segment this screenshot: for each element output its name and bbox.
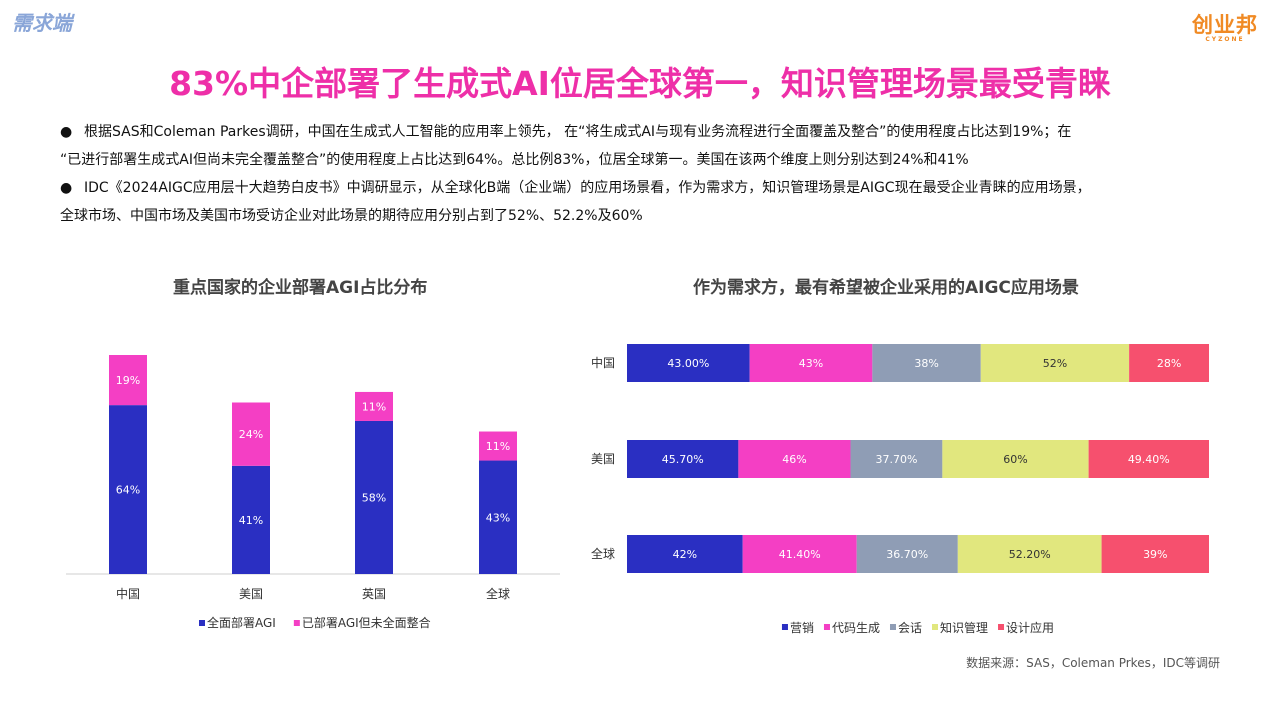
- bar-segment: [872, 344, 981, 382]
- brand-logo: 创业邦 CYZONE: [1192, 14, 1258, 43]
- legend-label: 全面部署AGI: [207, 615, 276, 630]
- data-source: 数据来源：SAS，Coleman Prkes，IDC等调研: [966, 656, 1220, 670]
- logo-subtext: CYZONE: [1205, 36, 1245, 43]
- bar-segment: [479, 431, 517, 461]
- bullet-1-line-2: “已进行部署生成式AI但尚未完全覆盖整合”的使用程度上占比达到64%。总比例83…: [60, 146, 1236, 174]
- legend-swatch: [932, 624, 939, 630]
- data-label: 43%: [486, 511, 510, 524]
- legend-swatch: [889, 624, 896, 630]
- legend-label: 会话: [898, 621, 922, 635]
- data-label: 41.40%: [779, 548, 821, 561]
- data-label: 28%: [1157, 357, 1181, 370]
- legend-swatch: [781, 624, 788, 630]
- logo-text: 创业邦: [1192, 13, 1258, 37]
- legend-swatch: [199, 620, 205, 626]
- chart-title-scenarios: 作为需求方，最有希望被企业采用的AIGC应用场景: [693, 278, 1079, 298]
- legend-label: 营销: [790, 621, 814, 635]
- data-label: 49.40%: [1128, 453, 1170, 466]
- bar-segment: [627, 344, 750, 382]
- data-label: 41%: [239, 514, 263, 527]
- bar-segment: [742, 535, 857, 573]
- legend-label: 设计应用: [1006, 620, 1054, 635]
- category-label: 中国: [591, 355, 615, 370]
- data-label: 64%: [116, 484, 140, 497]
- data-label: 39%: [1143, 548, 1167, 561]
- category-label: 美国: [239, 587, 263, 601]
- data-label: 43%: [799, 357, 823, 370]
- legend-swatch: [293, 620, 300, 626]
- bar-segment: [232, 402, 270, 466]
- category-label: 全球: [591, 546, 615, 561]
- bullet-1-line-1: ● 根据SAS和Coleman Parkes调研，中国在生成式人工智能的应用率上领…: [60, 118, 1236, 146]
- data-label: 52%: [1043, 357, 1067, 370]
- bar-segment: [1088, 440, 1209, 478]
- bar-segment: [980, 344, 1130, 382]
- bullet-text: IDC《2024AIGC应用层十大趋势白皮书》中调研显示，从全球化B端（企业端）…: [84, 180, 1091, 196]
- bullet-text: 全球市场、中国市场及美国市场受访企业对此场景的期待应用分别占到了52%、52.2…: [60, 208, 643, 224]
- bullet-text: “已进行部署生成式AI但尚未完全覆盖整合”的使用程度上占比达到64%。总比例83…: [60, 152, 969, 168]
- data-label: 58%: [362, 491, 386, 504]
- bar-segment: [627, 440, 739, 478]
- bar-segment: [1101, 535, 1209, 573]
- bar-segment: [355, 391, 393, 421]
- bar-segment: [1129, 344, 1209, 382]
- data-label: 60%: [1003, 453, 1027, 466]
- category-label: 英国: [362, 587, 386, 601]
- bullet-2-line-1: ● IDC《2024AIGC应用层十大趋势白皮书》中调研显示，从全球化B端（企业端…: [60, 174, 1236, 202]
- bar-segment: [479, 460, 517, 574]
- category-label: 全球: [486, 586, 510, 601]
- bullet-list: ● 根据SAS和Coleman Parkes调研，中国在生成式人工智能的应用率上领…: [60, 118, 1236, 230]
- data-label: 11%: [486, 440, 510, 453]
- bar-segment: [109, 405, 147, 574]
- bar-segment: [957, 535, 1102, 573]
- data-label: 46%: [782, 453, 806, 466]
- bullet-2-line-2: 全球市场、中国市场及美国市场受访企业对此场景的期待应用分别占到了52%、52.2…: [60, 202, 1236, 230]
- bar-segment: [355, 420, 393, 574]
- section-tag: 需求端: [12, 11, 72, 35]
- legend-swatch: [823, 624, 830, 630]
- bar-segment: [232, 465, 270, 574]
- chart-title-deployment: 重点国家的企业部署AGI占比分布: [173, 278, 428, 298]
- data-label: 36.70%: [886, 548, 928, 561]
- page-title: 83%中企部署了生成式AI位居全球第一，知识管理场景最受青睐: [169, 64, 1111, 103]
- legend-label: 代码生成: [832, 621, 880, 635]
- category-label: 中国: [116, 586, 140, 601]
- data-label: 45.70%: [662, 453, 704, 466]
- data-label: 19%: [116, 374, 140, 387]
- bullet-text: 根据SAS和Coleman Parkes调研，中国在生成式人工智能的应用率上领先…: [84, 124, 1072, 140]
- data-label: 42%: [673, 548, 697, 561]
- bar-segment: [942, 440, 1089, 478]
- legend-swatch: [998, 624, 1005, 630]
- data-label: 38%: [914, 357, 938, 370]
- data-label: 37.70%: [875, 453, 917, 466]
- bullet-dot-icon: ●: [60, 180, 73, 196]
- data-label: 43.00%: [667, 357, 709, 370]
- bar-segment: [856, 535, 958, 573]
- data-label: 24%: [239, 428, 263, 441]
- data-label: 52.20%: [1009, 548, 1051, 561]
- legend-label: 已部署AGI但未全面整合: [302, 615, 431, 630]
- category-label: 美国: [591, 452, 615, 466]
- bullet-dot-icon: ●: [60, 124, 73, 140]
- bar-segment: [850, 440, 943, 478]
- bar-segment: [738, 440, 851, 478]
- data-label: 11%: [362, 400, 386, 413]
- legend-label: 知识管理: [940, 620, 988, 635]
- bar-segment: [749, 344, 873, 382]
- bar-segment: [627, 535, 743, 573]
- bar-segment: [109, 355, 147, 406]
